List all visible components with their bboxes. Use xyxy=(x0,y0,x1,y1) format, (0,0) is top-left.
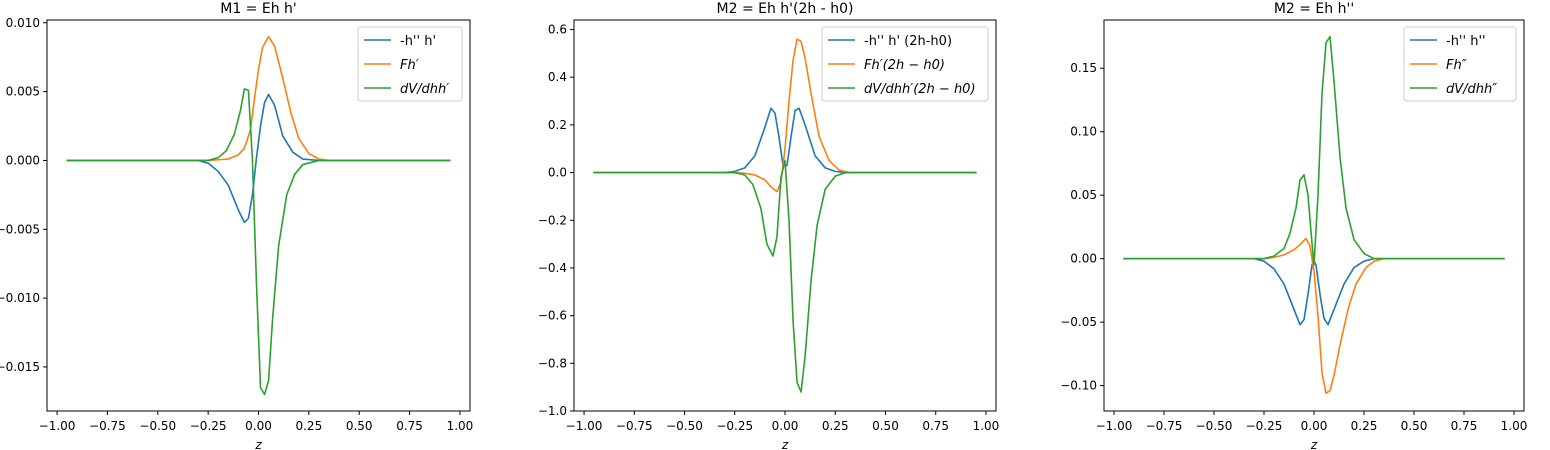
chart-panel-2: −1.00 −0.75 −0.50 −0.25 0.00 0.25 0.50 0.75 1.00… xyxy=(538,1,999,450)
series-line-3 xyxy=(66,88,451,396)
x-axis-label: z xyxy=(781,438,789,450)
y-tick-label: −0.10 xyxy=(1060,379,1097,393)
x-tick-label: −1.00 xyxy=(1096,419,1133,433)
x-tick-label: 1.00 xyxy=(973,419,1000,433)
y-tick-label: 0.0 xyxy=(548,166,567,180)
x-tick-label: −0.25 xyxy=(1246,419,1283,433)
legend-label: Fh′ xyxy=(400,58,419,73)
legend-box xyxy=(357,26,463,102)
x-tick-label: −0.50 xyxy=(666,419,703,433)
x-tick-label: 0.00 xyxy=(772,419,799,433)
x-tick-label: 1.00 xyxy=(447,419,474,433)
x-tick-label: −0.25 xyxy=(716,419,753,433)
x-tick-label: −0.25 xyxy=(190,419,227,433)
legend-label: dV/dhh′ xyxy=(400,82,449,97)
series-group xyxy=(66,35,451,396)
legend-label: -h'' h' xyxy=(400,34,436,49)
x-axis-label: z xyxy=(1310,438,1318,450)
x-tick-label: 0.25 xyxy=(822,419,849,433)
x-tick-label: 0.25 xyxy=(1351,419,1378,433)
y-tick-label: −0.8 xyxy=(538,356,567,370)
x-tick-label: 0.75 xyxy=(922,419,949,433)
legend-label: Fh′(2h − h0) xyxy=(864,58,945,73)
y-tick-label: −0.015 xyxy=(0,360,40,374)
chart-title: M1 = Eh h' xyxy=(220,1,297,17)
x-tick-label: 0.75 xyxy=(396,419,423,433)
y-tick-label: −0.05 xyxy=(1060,315,1097,329)
y-tick-label: −0.4 xyxy=(538,261,567,275)
x-tick-label: 0.75 xyxy=(1451,419,1478,433)
series-line-2 xyxy=(593,38,977,193)
x-tick-label: −0.75 xyxy=(1146,419,1183,433)
series-line-1 xyxy=(66,93,451,224)
x-tick-label: −0.75 xyxy=(616,419,653,433)
series-group xyxy=(1123,35,1505,395)
legend-label: Fh″ xyxy=(1446,58,1467,73)
y-tick-label: −0.010 xyxy=(0,291,40,305)
legend-label: -h'' h' (2h-h0) xyxy=(864,34,952,49)
x-axis-label: z xyxy=(254,438,262,450)
legend-label: dV/dhh″ xyxy=(1446,82,1497,97)
y-tick-label: −1.0 xyxy=(538,404,567,418)
series-line-3 xyxy=(593,159,977,393)
y-tick-label: −0.6 xyxy=(538,309,567,323)
y-tick-label: 0.2 xyxy=(548,118,567,132)
y-tick-label: 0.00 xyxy=(1070,252,1097,266)
x-tick-label: 0.50 xyxy=(1401,419,1428,433)
y-tick-label: 0.4 xyxy=(548,70,567,84)
y-tick-label: −0.2 xyxy=(538,213,567,227)
x-tick-label: 1.00 xyxy=(1501,419,1528,433)
chart-title: M2 = Eh h'(2h - h0) xyxy=(717,1,854,17)
y-tick-label: 0.10 xyxy=(1070,125,1097,139)
series-group xyxy=(593,38,977,393)
series-line-3 xyxy=(1123,35,1505,266)
legend-box xyxy=(821,26,989,102)
y-tick-label: 0.005 xyxy=(6,85,40,99)
legend-label: dV/dhh′(2h − h0) xyxy=(864,82,976,97)
legend: -h'' h'' Fh″ dV/dhh″ xyxy=(1403,26,1517,102)
x-tick-label: −0.50 xyxy=(139,419,176,433)
chart-title: M2 = Eh h'' xyxy=(1274,1,1354,17)
legend-label: -h'' h'' xyxy=(1446,34,1486,49)
legend: -h'' h' (2h-h0) Fh′(2h − h0) dV/dhh′(2h − … xyxy=(821,26,989,102)
legend-box xyxy=(1403,26,1517,102)
x-tick-label: 0.00 xyxy=(1301,419,1328,433)
legend: -h'' h' Fh′ dV/dhh′ xyxy=(357,26,463,102)
y-tick-label: 0.15 xyxy=(1070,61,1097,75)
series-line-2 xyxy=(66,35,451,162)
chart-panel-1: −1.00 −0.75 −0.50 −0.25 0.00 0.25 0.50 0.75 1.00… xyxy=(0,1,473,450)
y-tick-label: 0.6 xyxy=(548,23,567,37)
y-tick-label: 0.05 xyxy=(1070,188,1097,202)
x-tick-label: −0.50 xyxy=(1196,419,1233,433)
y-tick-label: 0.010 xyxy=(6,16,40,30)
x-tick-label: 0.00 xyxy=(245,419,272,433)
series-line-2 xyxy=(1123,237,1505,395)
chart-panel-3: −1.00 −0.75 −0.50 −0.25 0.00 0.25 0.50 0.75 1.00… xyxy=(1060,1,1527,450)
x-tick-label: −1.00 xyxy=(39,419,76,433)
x-tick-label: −0.75 xyxy=(89,419,126,433)
x-tick-label: 0.50 xyxy=(872,419,899,433)
y-tick-label: −0.005 xyxy=(0,222,40,236)
x-tick-label: −1.00 xyxy=(566,419,603,433)
x-tick-label: 0.25 xyxy=(295,419,322,433)
x-tick-label: 0.50 xyxy=(346,419,373,433)
y-tick-label: 0.000 xyxy=(6,153,40,167)
